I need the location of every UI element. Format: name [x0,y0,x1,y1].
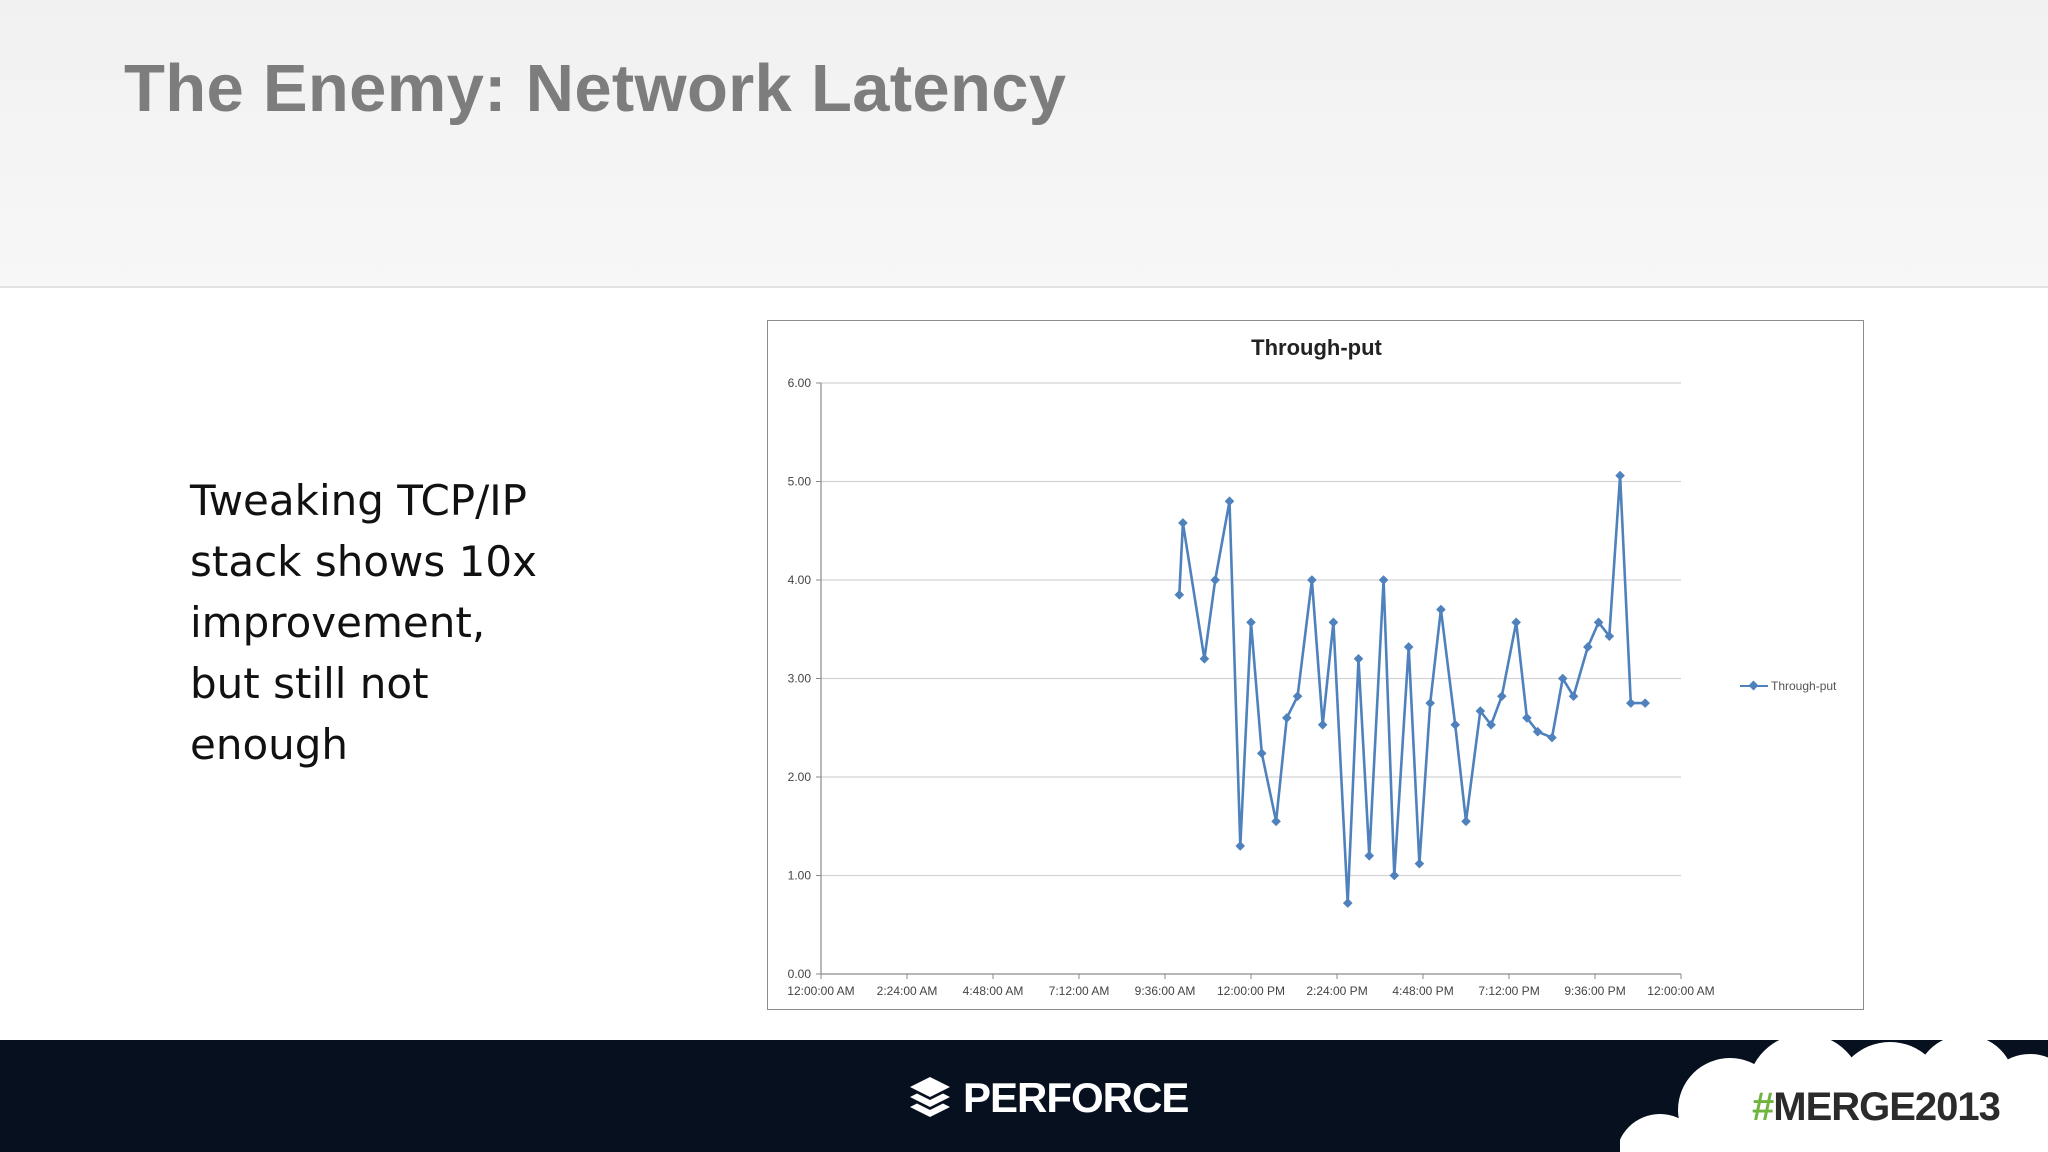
data-point [1210,575,1220,585]
data-point [1199,654,1210,664]
brand-name: PERFORCE [963,1074,1189,1121]
data-point [1511,617,1521,628]
x-tick-label: 2:24:00 AM [877,984,938,998]
y-tick-label: 6.00 [788,376,812,390]
data-point [1403,642,1414,652]
data-point [1353,654,1364,664]
x-tick-label: 9:36:00 PM [1564,984,1625,998]
data-point [1436,604,1446,615]
hashtag-text: MERGE2013 [1773,1085,2001,1129]
data-point [1461,816,1471,827]
data-point [1292,691,1303,702]
data-point [1271,816,1281,827]
data-point [1317,719,1328,730]
data-point [1425,698,1435,708]
data-point [1593,617,1604,628]
data-point [1178,518,1188,528]
data-point [1378,575,1389,585]
x-tick-label: 9:36:00 AM [1135,984,1196,998]
perforce-logo: PERFORCE [905,1073,1189,1123]
x-tick-label: 2:24:00 PM [1306,984,1367,998]
hashtag-symbol: # [1752,1085,1774,1129]
data-point [1235,841,1246,851]
x-tick-label: 4:48:00 PM [1392,984,1453,998]
y-tick-label: 5.00 [788,475,812,489]
y-tick-label: 2.00 [788,770,812,784]
bullet-text: Tweaking TCP/IP stack shows 10x improvem… [190,470,710,775]
data-point [1475,706,1486,716]
x-tick-label: 7:12:00 PM [1478,984,1539,998]
data-point [1364,851,1375,861]
perforce-layers-icon [910,1077,950,1117]
data-point [1497,691,1507,702]
bullet-text-line: but still not [190,659,429,708]
series-line [1178,474,1646,905]
data-point [1389,870,1400,881]
data-point [1174,589,1185,600]
data-point [1522,713,1532,723]
bullet-text-line: enough [190,720,349,769]
data-point [1307,575,1317,585]
data-point [1328,617,1339,628]
data-point [1342,898,1353,908]
y-tick-label: 1.00 [788,869,812,883]
data-point [1640,698,1650,708]
chart-title: Through-put [1251,335,1382,360]
data-point [1414,858,1425,869]
legend-label: Through-put [1771,679,1837,693]
data-point [1547,732,1557,743]
data-point [1282,713,1292,723]
x-tick-label: 7:12:00 AM [1049,984,1110,998]
data-point [1583,642,1593,652]
x-tick-label: 12:00:00 PM [1217,984,1285,998]
bullet-text-line: improvement, [190,598,486,647]
data-point [1486,719,1496,730]
slide-header: The Enemy: Network Latency [0,0,2048,288]
data-point [1604,631,1615,641]
data-point [1256,748,1267,759]
throughput-chart: Through-put 0.00 1.00 2.00 3.00 4.00 5.00 6.00… [767,320,1864,1010]
bullet-text-line: stack shows 10x [190,537,537,586]
chart-plot: 0.00 1.00 2.00 3.00 4.00 5.00 6.00 12:00:00 AM 2… [787,376,1714,998]
data-point [1246,617,1256,628]
x-tick-label: 12:00:00 AM [787,984,854,998]
data-point [1568,691,1579,702]
data-point [1626,698,1636,708]
y-tick-label: 4.00 [788,573,812,587]
y-tick-label: 0.00 [788,967,812,981]
slide-title: The Enemy: Network Latency [124,51,1067,126]
x-tick-label: 4:48:00 AM [963,984,1024,998]
x-tick-label: 12:00:00 AM [1647,984,1714,998]
data-point [1532,726,1543,737]
bullet-text-line: Tweaking TCP/IP [190,476,527,525]
event-hashtag: #MERGE2013 [1752,1085,2001,1130]
cloud-shape [1620,1040,2048,1152]
legend-swatch-icon [1740,681,1768,691]
chart-legend: Through-put [1740,679,1836,693]
data-point [1224,496,1235,506]
data-point [1615,470,1625,481]
y-tick-label: 3.00 [788,672,812,686]
data-point [1557,673,1568,684]
data-point [1450,719,1461,730]
